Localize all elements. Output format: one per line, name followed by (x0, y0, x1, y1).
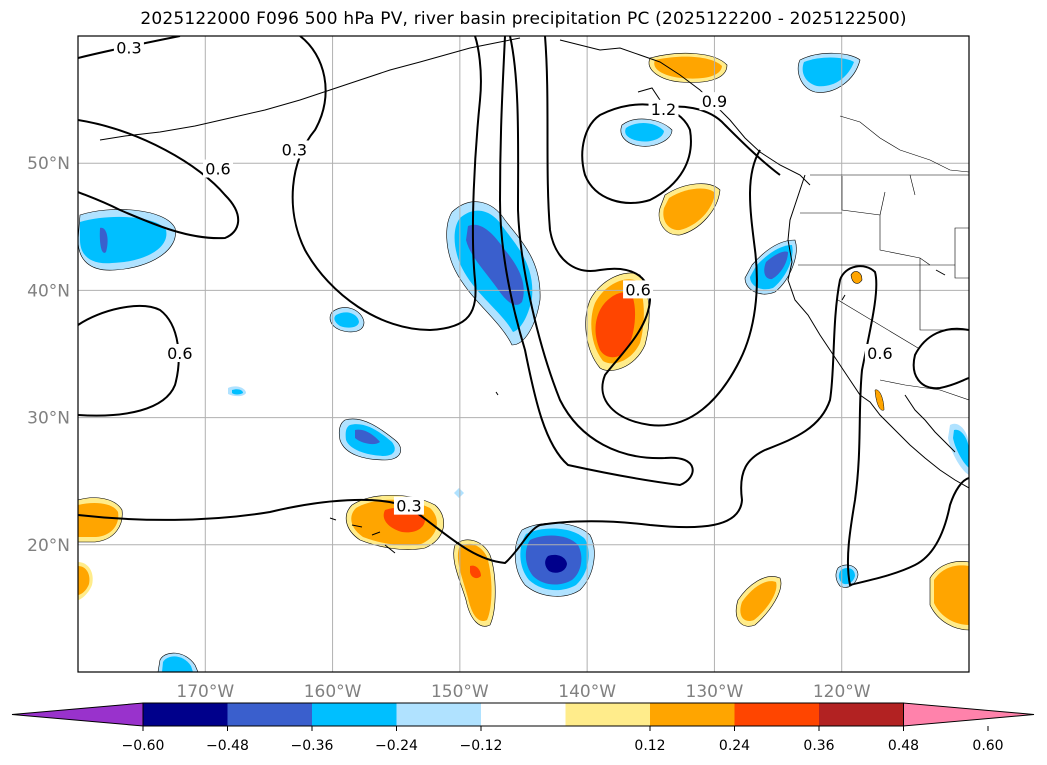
contour-label: 0.3 (282, 140, 307, 159)
colorbar-tick-label: −0.48 (206, 738, 249, 754)
colorbar-tick-label: 0.60 (972, 738, 1003, 754)
contour-label: 0.9 (702, 92, 727, 111)
precip-blob-31n (228, 386, 246, 397)
contour-label: 0.6 (867, 344, 892, 363)
pv-contour-labels: 0.3 0.6 0.3 1.2 0.9 0.6 0.6 0.3 0.6 (113, 38, 895, 516)
lat-tick-label: 30°N (27, 409, 70, 429)
precip-blob-46n-133w (658, 183, 721, 236)
precip-blob-58n-135w (648, 52, 728, 83)
precip-blob-58n-125w (797, 52, 861, 93)
latitude-tick-labels: 20°N 30°N 40°N 50°N (27, 154, 70, 556)
contour-label: 0.6 (205, 160, 230, 179)
contour-label-background (279, 140, 310, 159)
colorbar-outline (142, 702, 904, 727)
longitude-tick-labels: 170°W 160°W 150°W 140°W 130°W 120°W (176, 682, 870, 702)
colorbar-segment (819, 703, 904, 726)
lon-tick-label: 140°W (558, 682, 616, 702)
contour-label: 0.3 (396, 497, 421, 516)
precip-blob-16n-113w (929, 561, 969, 631)
colorbar-segment (312, 703, 397, 726)
coastlines (99, 37, 969, 554)
colorbar-segment (734, 703, 819, 726)
colorbar-tick-label: 0.12 (634, 738, 665, 754)
colorbar: −0.60 −0.48 −0.36 −0.24 −0.12 0.12 0.24 0.36 0.4… (11, 702, 1035, 754)
colorbar-tick-label: −0.12 (460, 738, 503, 754)
precip-blob-52n-136w (620, 118, 673, 147)
map-title: 2025122000 F096 500 hPa PV, river basin … (140, 9, 907, 29)
precip-blob-hawaii-west (78, 209, 176, 271)
precip-blob-17n-180w (78, 562, 93, 600)
colorbar-extend-max (903, 702, 1035, 727)
contour-label-background (864, 344, 895, 362)
colorbar-tick-label: 0.24 (719, 738, 750, 754)
contour-label-background (113, 38, 144, 57)
precip-blob-diamond-24n (454, 488, 464, 498)
map-border (77, 35, 970, 673)
contour-label-background (203, 159, 234, 178)
contour-label: 0.6 (625, 280, 650, 299)
colorbar-segment (396, 703, 481, 726)
colorbar-extend-min (11, 702, 144, 727)
contour-label-background (393, 496, 424, 515)
precip-blob-18n-148w (453, 539, 496, 627)
precip-blob-20n-142w (514, 522, 595, 597)
contour-label: 0.3 (116, 39, 141, 58)
contour-label-background (699, 92, 730, 111)
colorbar-segment (565, 703, 650, 726)
lon-tick-label: 130°W (686, 682, 744, 702)
precip-blob-gulf-california (874, 389, 885, 411)
colorbar-tick-label: −0.60 (122, 738, 165, 754)
contour-label-background (623, 280, 654, 299)
colorbar-segment (227, 703, 312, 726)
colorbar-tick-label: −0.36 (291, 738, 334, 754)
precip-blob-28n-158w (338, 418, 402, 461)
lon-tick-label: 170°W (176, 682, 234, 702)
political-borders (798, 115, 969, 401)
precip-blob-40n-119w (850, 271, 863, 284)
contour-label: 1.2 (651, 100, 676, 119)
precip-blob-central-pacific-42n (446, 201, 541, 346)
colorbar-tick-label: 0.48 (888, 738, 919, 754)
precip-blob-36n-160w (329, 307, 365, 333)
precipitation-pc-field: 0.3 0.6 0.3 1.2 0.9 0.6 0.6 0.3 0.6 (78, 36, 969, 672)
lon-tick-label: 150°W (431, 682, 489, 702)
lat-tick-label: 20°N (27, 536, 70, 556)
lon-tick-label: 120°W (813, 682, 871, 702)
lat-tick-label: 50°N (27, 154, 70, 174)
precip-blob-15n-127w (735, 576, 782, 627)
precip-blob-22n-178w (78, 497, 123, 543)
precip-blob-12n-165w (157, 652, 199, 672)
colorbar-tick-label: −0.24 (375, 738, 418, 754)
lat-tick-label: 40°N (27, 281, 70, 301)
contour-label-background (164, 344, 195, 362)
contour-label: 0.6 (167, 344, 192, 363)
colorbar-segment (143, 703, 228, 726)
map-gridlines (78, 36, 969, 672)
precip-blob-mexico-coast (948, 423, 969, 475)
lon-tick-label: 160°W (304, 682, 362, 702)
colorbar-tick-label: 0.36 (803, 738, 834, 754)
colorbar-segment (481, 703, 566, 726)
contour-label-background (648, 99, 679, 118)
colorbar-segment (650, 703, 735, 726)
